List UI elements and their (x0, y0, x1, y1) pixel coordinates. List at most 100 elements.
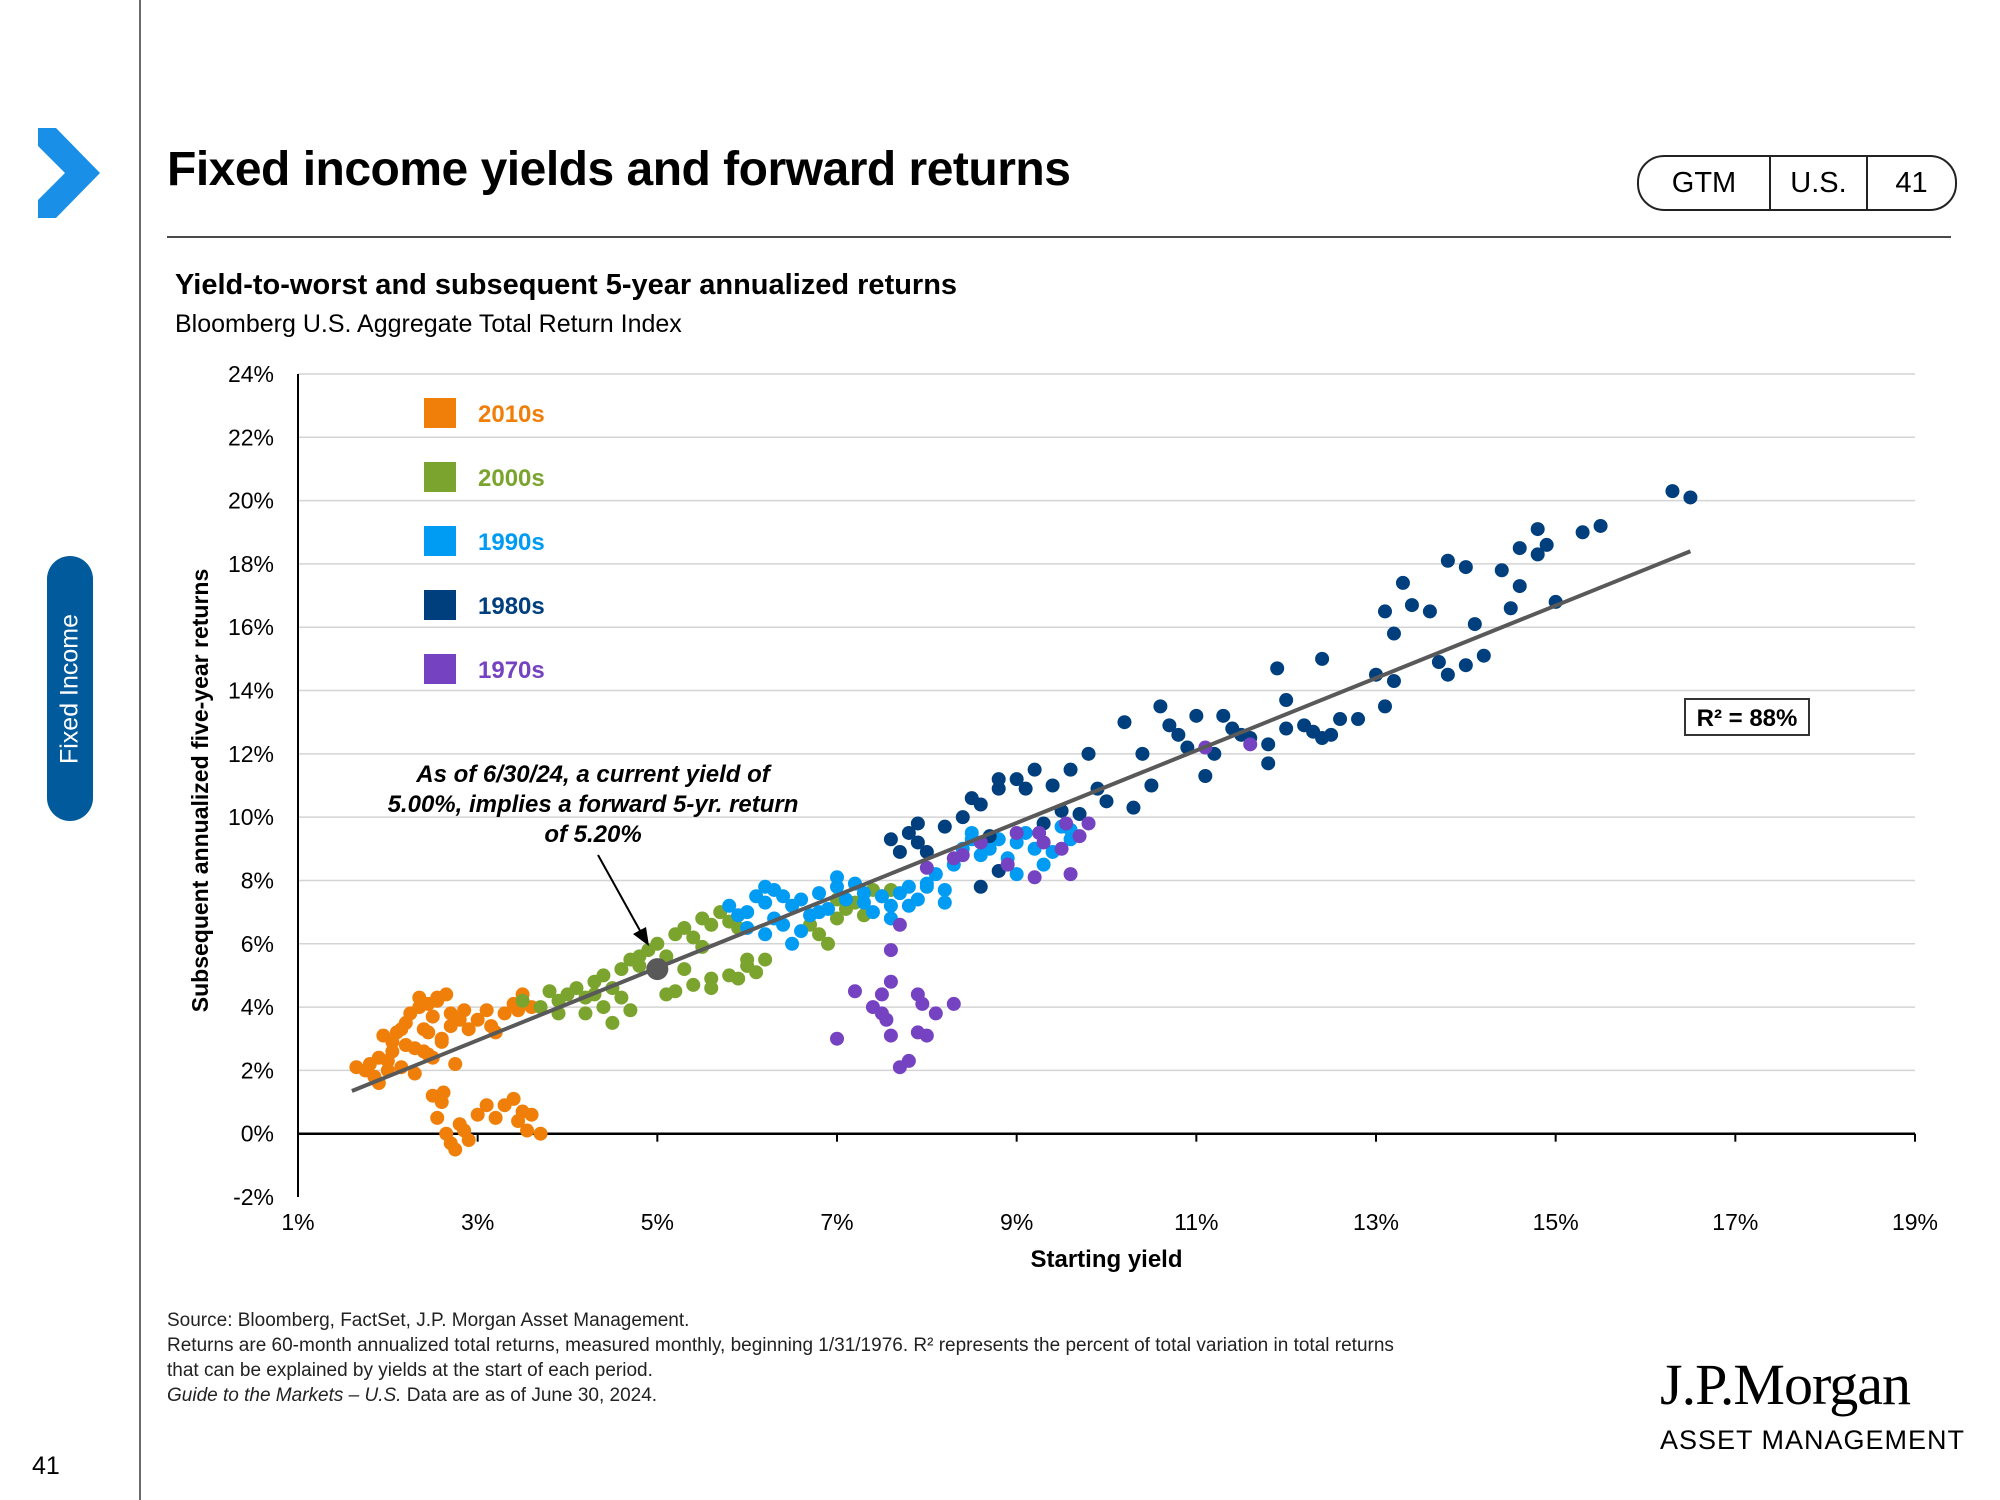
trendline (351, 549, 1692, 1093)
badge-region: U.S. (1771, 157, 1868, 209)
data-point-1980s (1512, 541, 1527, 556)
data-point-2000s (677, 920, 692, 935)
data-point-1980s (1386, 674, 1401, 689)
data-point-2010s (430, 990, 445, 1005)
data-point-2000s (704, 981, 719, 996)
data-point-2000s (821, 936, 836, 951)
legend-label-1980s: 1980s (478, 593, 545, 620)
data-point-1970s (901, 1053, 916, 1068)
data-point-2010s (371, 1050, 386, 1065)
page-title: Fixed income yields and forward returns (167, 143, 1071, 196)
y-tick-label: 6% (241, 931, 274, 957)
data-point-1980s (973, 879, 988, 894)
data-point-1970s (1054, 841, 1069, 856)
current-yield-marker (646, 958, 669, 981)
data-point-2000s (731, 971, 746, 986)
data-point-2010s (470, 1107, 485, 1122)
data-point-1980s (1018, 781, 1033, 796)
data-point-1990s (758, 895, 773, 910)
data-point-1980s (901, 825, 916, 840)
data-point-2010s (506, 1091, 521, 1106)
chart-subtitle: Bloomberg U.S. Aggregate Total Return In… (175, 310, 682, 338)
data-point-1970s (883, 974, 898, 989)
x-tick-label: 15% (1533, 1209, 1579, 1235)
data-point-1980s (1099, 794, 1114, 809)
data-point-1980s (883, 832, 898, 847)
data-point-2000s (569, 981, 584, 996)
data-point-2010s (488, 1110, 503, 1125)
data-point-1980s (1198, 769, 1213, 784)
footnote-line2: that can be explained by yields at the s… (167, 1360, 653, 1381)
data-point-2010s (484, 1019, 499, 1034)
data-point-1980s (1467, 617, 1482, 632)
legend-swatch-2000s (424, 462, 456, 492)
y-tick-label: 2% (241, 1057, 274, 1083)
badge-gtm: GTM (1639, 157, 1771, 209)
data-point-1980s (1027, 762, 1042, 777)
data-point-2010s (436, 1085, 451, 1100)
data-point-1970s (883, 943, 898, 958)
data-point-1980s (1135, 746, 1150, 761)
logo-subtitle: ASSET MANAGEMENT (1660, 1425, 1966, 1455)
data-point-1970s (847, 984, 862, 999)
data-point-1980s (1530, 522, 1545, 537)
y-tick-label: 14% (228, 678, 274, 704)
data-point-2000s (659, 987, 674, 1002)
data-point-1980s (1458, 560, 1473, 575)
data-point-1980s (1072, 806, 1087, 821)
data-point-1970s (1032, 825, 1047, 840)
annotation-text-line: 5.00%, implies a forward 5-yr. return (388, 791, 799, 818)
data-point-1980s (1270, 661, 1285, 676)
data-point-1990s (758, 879, 773, 894)
data-point-1970s (946, 996, 961, 1011)
data-point-2010s (448, 1142, 463, 1157)
data-point-2010s (425, 1009, 440, 1024)
data-point-2010s (520, 1123, 535, 1138)
data-point-2010s (461, 1022, 476, 1037)
data-point-1980s (1216, 708, 1231, 723)
chart-title: Yield-to-worst and subsequent 5-year ann… (175, 269, 958, 301)
data-point-2000s (533, 1000, 548, 1015)
data-point-1980s (1144, 778, 1159, 793)
data-point-1970s (830, 1031, 844, 1046)
data-point-1990s (794, 892, 809, 907)
data-point-1980s (1324, 727, 1339, 742)
section-tab-fixed-income[interactable]: Fixed Income (47, 556, 93, 821)
page-number: 41 (32, 1452, 60, 1480)
footnote-line3: Guide to the Markets – U.S. Data are as … (167, 1383, 1667, 1408)
title-divider (167, 236, 1951, 238)
data-point-1970s (1243, 737, 1258, 752)
data-point-2000s (596, 1000, 611, 1015)
data-point-2010s (448, 1057, 463, 1072)
y-tick-label: 20% (228, 488, 274, 514)
data-point-1980s (1440, 553, 1455, 568)
data-point-2010s (533, 1126, 548, 1141)
y-tick-label: 10% (228, 804, 274, 830)
footnote-line1: Returns are 60-month annualized total re… (167, 1335, 1394, 1356)
data-point-2000s (704, 917, 719, 932)
x-tick-label: 17% (1712, 1209, 1758, 1235)
data-point-1980s (1351, 712, 1366, 727)
data-point-1980s (1377, 699, 1392, 714)
data-point-1990s (776, 889, 791, 904)
data-point-1980s (1539, 537, 1554, 552)
data-point-1980s (1575, 525, 1590, 540)
data-point-1980s (1503, 601, 1518, 616)
x-tick-label: 7% (820, 1209, 853, 1235)
data-point-2010s (398, 1038, 413, 1053)
footnote-date: Data are as of June 30, 2024. (401, 1385, 658, 1406)
y-tick-label: 22% (228, 424, 274, 450)
data-point-1990s (758, 927, 773, 942)
data-point-1990s (1009, 867, 1024, 882)
data-point-2010s (470, 1012, 485, 1027)
y-tick-label: 16% (228, 614, 274, 640)
data-point-2000s (812, 927, 827, 942)
data-point-2010s (479, 1003, 494, 1018)
left-divider (139, 0, 141, 1500)
data-point-2010s (421, 1025, 436, 1040)
data-point-2010s (511, 1114, 526, 1129)
data-point-2000s (758, 952, 773, 967)
x-tick-label: 19% (1892, 1209, 1938, 1235)
data-point-1970s (1027, 870, 1042, 885)
data-point-1980s (892, 844, 907, 859)
